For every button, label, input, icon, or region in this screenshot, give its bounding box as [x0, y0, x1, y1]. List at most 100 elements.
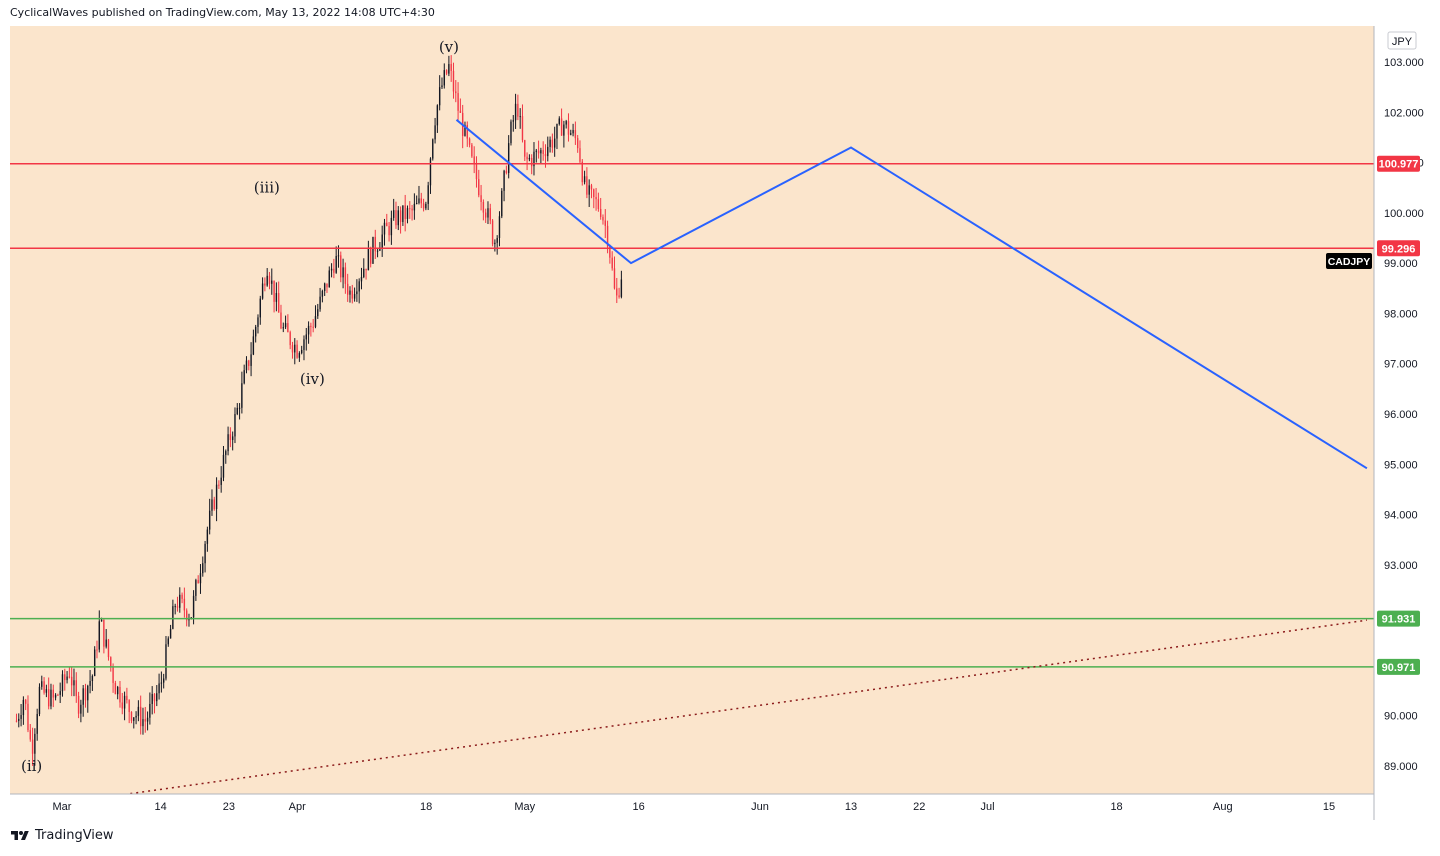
- candle-body: [112, 667, 114, 683]
- candle-body: [114, 682, 117, 695]
- candle-body: [93, 649, 96, 676]
- candle-body: [376, 250, 379, 252]
- candle-body: [259, 298, 261, 318]
- candle-body: [448, 64, 450, 74]
- candle-body: [616, 288, 618, 296]
- candle-body: [379, 248, 381, 251]
- candle-body: [491, 220, 494, 245]
- candle-body: [618, 295, 620, 297]
- tradingview-footer[interactable]: TradingView: [10, 828, 114, 843]
- candle-body: [156, 693, 158, 702]
- candle-body: [609, 246, 611, 258]
- candle-body: [218, 484, 220, 486]
- candle-body: [250, 354, 252, 366]
- candle-body: [496, 237, 498, 243]
- candle-body: [482, 201, 485, 213]
- candle-body: [312, 326, 314, 328]
- x-tick-label: 13: [845, 801, 857, 813]
- candle-body: [372, 236, 374, 264]
- candle-body: [328, 270, 330, 288]
- candle-body: [358, 281, 360, 292]
- candle-body: [415, 202, 418, 204]
- y-tick-label: 100.000: [1384, 208, 1424, 220]
- candle-body: [457, 93, 459, 111]
- candle-body: [565, 121, 567, 125]
- candle-body: [15, 720, 18, 722]
- candle-body: [535, 150, 537, 152]
- candle-body: [386, 222, 388, 227]
- candle-body: [310, 325, 312, 327]
- candle-body: [388, 226, 390, 236]
- candle-body: [542, 150, 544, 155]
- candle-body: [110, 657, 112, 668]
- x-tick-label: 18: [420, 801, 432, 813]
- x-tick-label: 23: [223, 801, 235, 813]
- candle-body: [105, 639, 107, 647]
- candle-body: [422, 203, 425, 209]
- y-tick-label: 103.000: [1384, 57, 1424, 69]
- candle-body: [418, 198, 420, 203]
- candle-body: [151, 694, 153, 704]
- candle-body: [264, 283, 266, 286]
- x-tick-label: Aug: [1213, 801, 1233, 813]
- candle-body: [248, 360, 250, 366]
- candle-body: [427, 185, 429, 204]
- candle-body: [47, 689, 50, 707]
- candle-body: [296, 344, 298, 358]
- x-tick-label: Jun: [751, 801, 769, 813]
- drawing-overlays: [130, 119, 1368, 795]
- x-tick-label: 15: [1323, 801, 1335, 813]
- candle-body: [383, 222, 386, 235]
- candle-body: [305, 334, 307, 340]
- candle-body: [261, 283, 264, 299]
- dotted-trend-line[interactable]: [130, 619, 1368, 795]
- candle-body: [22, 699, 25, 716]
- candle-body: [409, 208, 411, 210]
- candle-body: [153, 694, 156, 702]
- candle-body: [567, 121, 570, 135]
- candle-body: [197, 580, 199, 584]
- currency-badge[interactable]: JPY: [1387, 31, 1417, 50]
- candle-body: [130, 712, 133, 721]
- candle-body: [291, 345, 294, 353]
- candle-body: [70, 676, 73, 686]
- candle-body: [229, 434, 232, 441]
- candle-body: [395, 210, 397, 226]
- currency-label: JPY: [1392, 36, 1413, 48]
- candle-body: [505, 170, 508, 173]
- candle-body: [98, 621, 100, 650]
- candle-body: [581, 161, 583, 183]
- time-axis[interactable]: [10, 794, 1374, 820]
- candle-body: [540, 150, 542, 154]
- candle-body: [287, 323, 289, 333]
- x-tick-label: Apr: [289, 801, 306, 813]
- candle-body: [91, 675, 94, 681]
- candle-body: [89, 680, 91, 686]
- projection-path[interactable]: [455, 119, 1368, 470]
- candle-body: [231, 436, 234, 441]
- candle-body: [599, 208, 602, 217]
- candle-body: [280, 312, 282, 329]
- candle-body: [29, 730, 31, 740]
- candle-body: [551, 139, 554, 148]
- x-axis-ticks: Mar 14 23 Apr 18 May 16 Jun 13 22 Jul 18 Aug 15: [53, 801, 1336, 813]
- candle-body: [432, 139, 434, 159]
- candle-body: [162, 678, 165, 683]
- level-price-tag: [1377, 610, 1420, 627]
- candle-body: [165, 644, 167, 679]
- candle-body: [524, 140, 526, 157]
- candle-body: [64, 674, 66, 681]
- candle-body: [406, 208, 409, 219]
- plot-area[interactable]: [10, 26, 1374, 794]
- candle-body: [123, 695, 126, 709]
- candle-body: [300, 349, 303, 354]
- candle-body: [282, 327, 284, 329]
- y-tick-label: 97.000: [1384, 359, 1418, 371]
- candle-body: [572, 130, 574, 134]
- candle-body: [533, 151, 535, 167]
- candle-body: [176, 606, 179, 608]
- candle-body: [330, 268, 333, 271]
- candle-body: [43, 681, 45, 693]
- candle-body: [583, 176, 586, 183]
